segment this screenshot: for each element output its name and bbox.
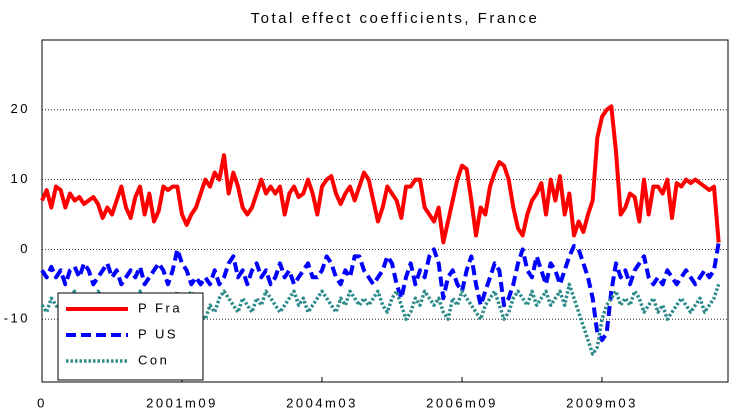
y-tick-label: 20 bbox=[11, 101, 30, 116]
legend-label: Con bbox=[138, 352, 169, 367]
x-tick-label: 2004m03 bbox=[286, 395, 358, 410]
series-line bbox=[40, 242, 721, 343]
y-tick-label: 10 bbox=[11, 171, 30, 186]
series-line bbox=[40, 104, 721, 245]
x-tick-label: 2006m09 bbox=[426, 395, 498, 410]
x-tick-label: 2001m09 bbox=[146, 395, 218, 410]
legend-label: P Fra bbox=[138, 300, 182, 315]
x-tick-label: 0 bbox=[37, 395, 47, 410]
chart-title: Total effect coefficients, France bbox=[251, 10, 540, 27]
legend-label: P US bbox=[138, 326, 178, 341]
y-tick-label: -10 bbox=[4, 311, 30, 326]
y-tick-label: 0 bbox=[20, 241, 30, 256]
plot-frame bbox=[41, 39, 729, 383]
x-tick-label: 2009m03 bbox=[566, 395, 638, 410]
